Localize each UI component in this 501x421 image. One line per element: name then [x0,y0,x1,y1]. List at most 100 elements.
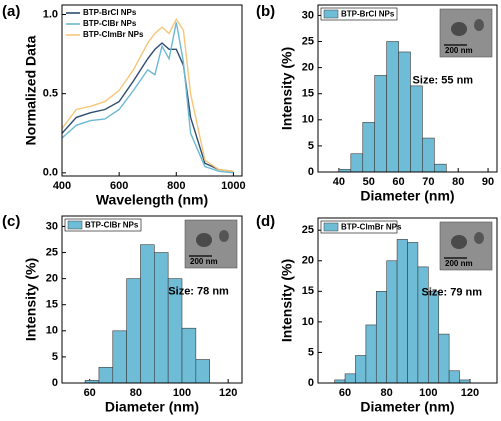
x-tick-label: 80 [452,176,464,188]
histogram-bar [154,252,169,384]
y-tick-label: 30 [46,220,58,232]
histogram-bar [407,242,419,384]
y-tick-label: 25 [46,246,58,258]
x-axis-title: Diameter (nm) [360,188,454,204]
y-tick-label: 0 [52,377,58,389]
histogram-bar [195,359,210,384]
tem-inset [439,8,493,58]
histogram-bar [350,153,364,173]
histogram-bar [181,327,197,384]
histogram-bar [344,373,356,384]
legend-swatch [323,9,339,19]
x-tick-label: 70 [422,176,434,188]
y-axis-title: Intensity (%) [279,47,295,130]
y-tick-label: 15 [302,285,314,297]
spectrum-line [61,17,234,172]
particle [219,230,229,242]
legend-box [320,7,398,21]
particle [196,233,212,247]
scale-label: 200 nm [445,46,473,55]
legend-swatch [67,220,83,230]
legend-swatch [323,222,339,232]
x-tick-label: 60 [392,176,404,188]
y-tick-label: 25 [302,35,314,47]
y-tick-label: 5 [308,140,314,152]
y-tick-label: 20 [302,62,314,74]
particle [451,22,467,36]
legend-label: BTP-BrCl NPs [341,10,395,19]
histogram-bar [375,291,387,384]
y-tick-label: 25 [302,224,314,236]
plot-frame [61,4,243,177]
scale-label: 200 nm [445,259,473,268]
y-tick-label: 10 [46,325,58,337]
histogram-bar [126,278,141,384]
histogram-bar [355,355,367,384]
x-tick-label: 120 [219,387,237,399]
histogram-bar [417,266,429,384]
histogram-bar [434,163,447,173]
y-tick-label: 0 [308,166,314,178]
legend-box [320,220,398,234]
legend-label: BTP-ClBr NPs [83,19,137,28]
histogram-bar [112,330,127,384]
histogram-bar [140,244,155,384]
x-axis-title: Diameter (nm) [360,399,454,415]
y-tick-label: 1.0 [43,8,58,20]
x-tick-label: 80 [381,387,393,399]
histogram-bar [386,41,399,173]
y-tick-label: 0.5 [43,88,58,100]
histogram-bar [362,122,375,173]
size-annotation: Size: 55 nm [413,74,474,86]
legend-label: BTP-BrCl NPs [83,8,137,17]
y-axis-title: Intensity (%) [23,258,39,341]
y-axis-title: Intensity (%) [279,259,295,342]
panel-label: (c) [2,213,20,230]
tem-inset [184,219,238,269]
panel-label: (a) [2,3,20,20]
x-tick-label: 800 [167,180,185,192]
particle [474,232,484,244]
panel-label: (d) [256,213,275,230]
x-axis-title: Wavelength (nm) [96,192,208,208]
size-annotation: Size: 78 nm [168,285,229,297]
histogram-bar [448,370,460,384]
y-tick-label: 30 [302,9,314,21]
y-tick-label: 10 [302,114,314,126]
y-axis-title: Normalized Data [23,35,39,145]
x-tick-label: 50 [363,176,375,188]
x-tick-label: 600 [110,180,128,192]
plot-frame [317,4,498,173]
y-tick-label: 5 [308,346,314,358]
x-tick-label: 60 [84,387,96,399]
particle [474,19,484,31]
histogram-bar [428,291,440,384]
histogram-bar [396,239,408,384]
x-tick-label: 40 [333,176,345,188]
scale-label: 200 nm [190,257,218,266]
histogram-bar [374,75,387,173]
x-tick-label: 100 [419,387,437,399]
x-tick-label: 100 [173,387,191,399]
particle [451,235,467,249]
y-tick-label: 20 [302,255,314,267]
y-tick-label: 5 [52,351,58,363]
histogram-bar [438,333,450,384]
y-tick-label: 10 [302,316,314,328]
plot-frame [317,217,498,384]
histogram-bar [398,51,411,173]
histogram-bar [410,85,423,173]
x-axis-title: Diameter (nm) [105,399,199,415]
spectrum-line [61,22,234,174]
histogram-bar [386,260,398,384]
x-tick-label: 1000 [221,180,245,192]
x-tick-label: 80 [130,387,142,399]
legend-label: BTP-ClBr NPs [85,221,139,230]
x-tick-label: 60 [339,387,351,399]
size-annotation: Size: 79 nm [422,286,483,298]
y-tick-label: 0.0 [43,167,58,179]
spectrum-line [61,42,234,172]
legend-label: BTP-ClmBr NPs [83,30,144,39]
y-tick-label: 15 [46,299,58,311]
